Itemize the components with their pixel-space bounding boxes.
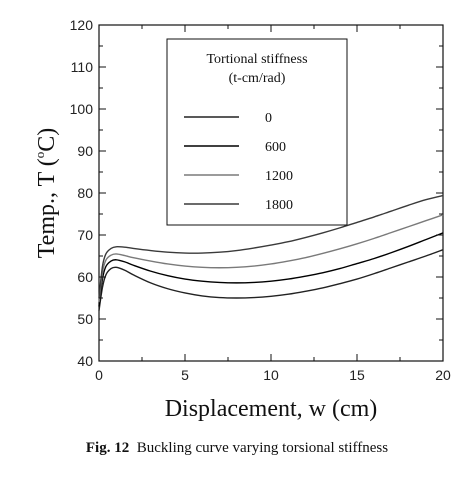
x-tick-label: 0 xyxy=(95,367,103,383)
y-tick-label: 60 xyxy=(77,269,93,285)
y-tick-label: 120 xyxy=(70,17,94,33)
legend-label-600: 600 xyxy=(265,140,286,155)
y-tick-label: 100 xyxy=(70,101,94,117)
legend-title: Tortional stiffness xyxy=(206,52,307,67)
legend-box xyxy=(166,38,348,226)
x-axis-title: Displacement, w (cm) xyxy=(165,396,378,422)
y-axis-title: Temp., T (oC) xyxy=(32,128,60,259)
figure-caption-label: Fig. 12 xyxy=(85,440,130,456)
x-tick-label: 5 xyxy=(181,367,189,383)
x-tick-label: 10 xyxy=(263,367,279,383)
y-tick-label: 50 xyxy=(77,311,93,327)
y-tick-label: 90 xyxy=(77,143,93,159)
y-tick-label: 80 xyxy=(77,185,93,201)
y-axis-title-main: Temp., T ( xyxy=(34,158,60,258)
figure-caption-text: Buckling curve varying torsional stiffne… xyxy=(136,440,389,456)
y-tick-label: 70 xyxy=(77,227,93,243)
series-layer xyxy=(98,194,444,311)
legend-label-1800: 1800 xyxy=(265,198,293,213)
y-tick-label: 110 xyxy=(71,59,94,75)
series-line-600 xyxy=(98,232,444,307)
legend: Tortional stiffness (t-cm/rad) 0 600 1200 180… xyxy=(166,38,348,226)
series-line-0 xyxy=(98,249,444,311)
y-axis-title-end: C) xyxy=(34,128,60,152)
series-line-1800 xyxy=(98,194,444,299)
legend-unit: (t-cm/rad) xyxy=(229,71,286,86)
buckling-chart: 0 5 10 15 20 40 50 60 70 80 90 100 110 120 Tortional … xyxy=(32,17,451,422)
x-tick-label: 15 xyxy=(349,367,365,383)
legend-label-0: 0 xyxy=(265,111,272,126)
series-line-1200 xyxy=(98,214,444,303)
y-axis-title-degree: o xyxy=(32,152,47,159)
ticks-layer: 0 5 10 15 20 40 50 60 70 80 90 100 110 120 xyxy=(70,17,451,383)
figure-caption: Fig. 12 Buckling curve varying torsional… xyxy=(0,440,474,457)
x-tick-label: 20 xyxy=(435,367,451,383)
legend-label-1200: 1200 xyxy=(265,169,293,184)
y-tick-label: 40 xyxy=(77,353,93,369)
